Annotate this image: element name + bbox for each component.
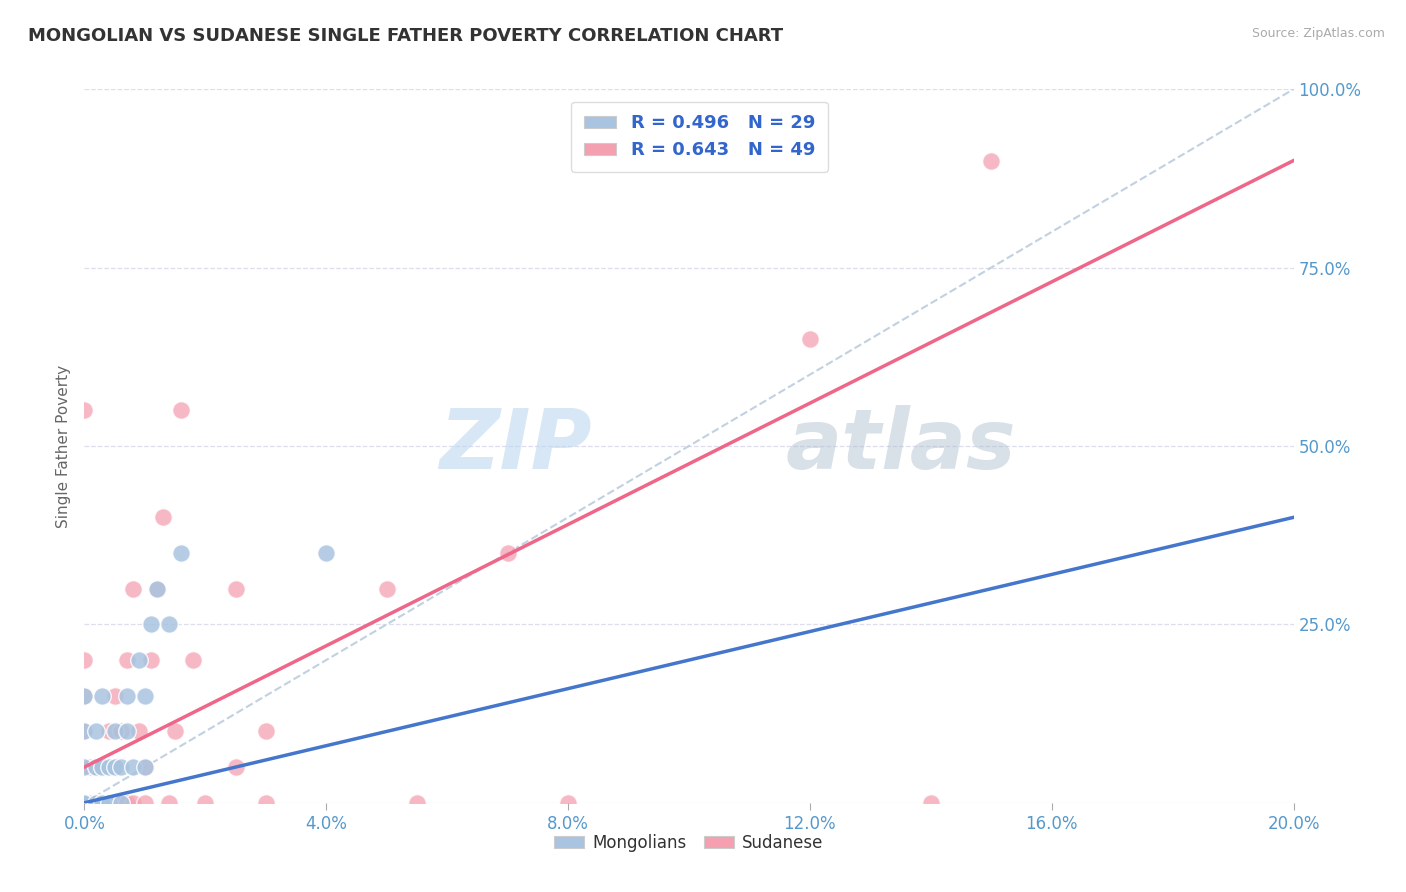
Point — [115, 653, 138, 667]
Point — [73, 796, 96, 810]
Point — [121, 582, 143, 596]
Point — [157, 617, 180, 632]
Point — [134, 796, 156, 810]
Point — [406, 796, 429, 810]
Point — [225, 582, 247, 596]
Point — [86, 796, 108, 810]
Point — [73, 403, 96, 417]
Point — [73, 724, 96, 739]
Point — [91, 689, 114, 703]
Point — [73, 796, 96, 810]
Point — [86, 724, 108, 739]
Point — [110, 760, 132, 774]
Point — [79, 796, 101, 810]
Point — [73, 689, 96, 703]
Point — [79, 760, 101, 774]
Point — [73, 796, 96, 810]
Point — [121, 760, 143, 774]
Point — [170, 546, 193, 560]
Point — [157, 796, 180, 810]
Point — [799, 332, 821, 346]
Point — [104, 724, 127, 739]
Point — [315, 546, 337, 560]
Point — [104, 760, 127, 774]
Point — [115, 724, 138, 739]
Point — [146, 582, 169, 596]
Point — [134, 689, 156, 703]
Text: ZIP: ZIP — [440, 406, 592, 486]
Point — [110, 724, 132, 739]
Point — [91, 760, 114, 774]
Point — [181, 653, 204, 667]
Point — [86, 760, 108, 774]
Point — [73, 796, 96, 810]
Point — [73, 760, 96, 774]
Point — [146, 582, 169, 596]
Legend: Mongolians, Sudanese: Mongolians, Sudanese — [548, 828, 830, 859]
Point — [134, 760, 156, 774]
Point — [128, 724, 150, 739]
Point — [73, 724, 96, 739]
Point — [134, 760, 156, 774]
Point — [97, 796, 120, 810]
Point — [97, 724, 120, 739]
Point — [980, 153, 1002, 168]
Point — [91, 760, 114, 774]
Point — [73, 653, 96, 667]
Point — [73, 760, 96, 774]
Point — [920, 796, 942, 810]
Point — [97, 796, 120, 810]
Point — [104, 760, 127, 774]
Point — [139, 617, 162, 632]
Point — [115, 689, 138, 703]
Point — [86, 760, 108, 774]
Y-axis label: Single Father Poverty: Single Father Poverty — [56, 365, 72, 527]
Point — [496, 546, 519, 560]
Point — [165, 724, 187, 739]
Point — [110, 796, 132, 810]
Point — [194, 796, 217, 810]
Point — [139, 653, 162, 667]
Point — [73, 796, 96, 810]
Point — [91, 796, 114, 810]
Text: atlas: atlas — [786, 406, 1017, 486]
Point — [375, 582, 398, 596]
Point — [115, 796, 138, 810]
Point — [104, 796, 127, 810]
Text: MONGOLIAN VS SUDANESE SINGLE FATHER POVERTY CORRELATION CHART: MONGOLIAN VS SUDANESE SINGLE FATHER POVE… — [28, 27, 783, 45]
Point — [73, 760, 96, 774]
Point — [254, 724, 277, 739]
Point — [128, 653, 150, 667]
Point — [73, 796, 96, 810]
Point — [557, 796, 579, 810]
Point — [254, 796, 277, 810]
Point — [86, 796, 108, 810]
Point — [121, 796, 143, 810]
Point — [152, 510, 174, 524]
Text: Source: ZipAtlas.com: Source: ZipAtlas.com — [1251, 27, 1385, 40]
Point — [91, 796, 114, 810]
Point — [73, 796, 96, 810]
Point — [225, 760, 247, 774]
Point — [73, 689, 96, 703]
Point — [110, 796, 132, 810]
Point — [104, 689, 127, 703]
Point — [97, 760, 120, 774]
Point — [170, 403, 193, 417]
